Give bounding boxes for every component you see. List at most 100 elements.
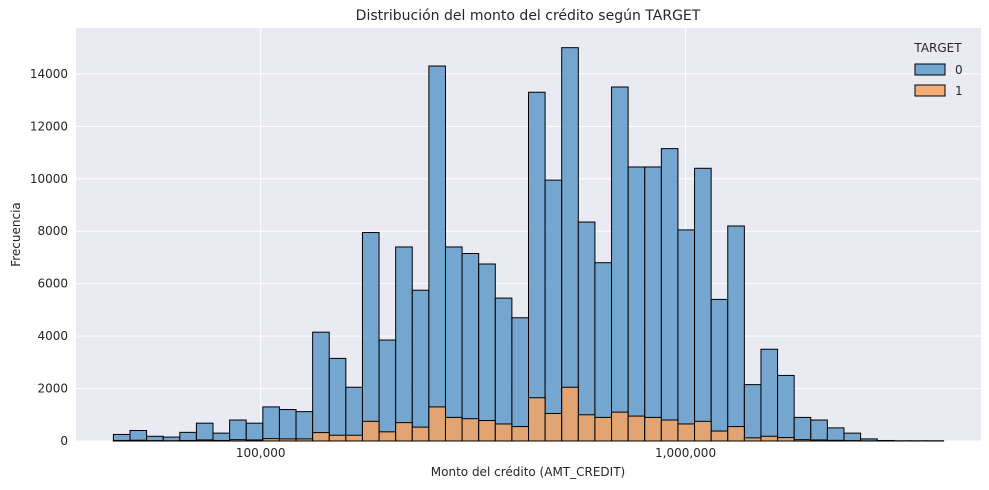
bar-target-1 — [378, 431, 397, 442]
bar-target-0 — [328, 357, 347, 442]
x-axis-ticks: 100,000 1,000,000 — [236, 446, 716, 460]
bar-target-1 — [245, 439, 264, 442]
bar-target-1 — [727, 426, 745, 442]
bar-target-0 — [760, 348, 779, 442]
bar-target-1 — [544, 412, 563, 442]
y-tick-label: 14000 — [30, 67, 68, 81]
bar-target-0 — [262, 406, 280, 442]
bar-target-0 — [212, 432, 231, 442]
bar-target-0 — [826, 427, 845, 442]
legend-swatch-0 — [914, 63, 946, 76]
bar-target-1 — [312, 432, 330, 442]
bar-target-0 — [195, 422, 214, 442]
bar-target-0 — [378, 339, 397, 442]
bar-target-0 — [528, 91, 546, 442]
bar-target-1 — [428, 406, 446, 442]
y-axis-ticks: 0 2000 4000 6000 8000 10000 12000 14000 — [30, 67, 68, 448]
bar-target-1 — [677, 423, 696, 442]
bar-target-1 — [195, 439, 214, 442]
chart-title: Distribución del monto del crédito según… — [356, 8, 701, 24]
bar-target-0 — [793, 416, 812, 442]
x-axis-title: Monto del crédito (AMT_CREDIT) — [431, 465, 625, 479]
bar-target-1 — [694, 420, 712, 442]
bar-target-1 — [660, 419, 679, 442]
bar-target-1 — [395, 422, 413, 442]
bar-target-0 — [478, 263, 496, 442]
bar-target-0 — [777, 374, 795, 442]
bar-target-0 — [312, 331, 330, 442]
bar-target-1 — [278, 438, 297, 442]
y-tick-label: 12000 — [30, 119, 68, 133]
y-tick-label: 8000 — [37, 224, 68, 238]
bar-target-1 — [212, 439, 231, 442]
bar-target-0 — [577, 221, 596, 442]
y-tick-label: 0 — [60, 434, 68, 448]
bar-target-1 — [611, 411, 629, 442]
bar-target-1 — [112, 439, 131, 442]
legend: TARGET 0 1 — [913, 41, 962, 98]
bar-target-0 — [295, 411, 314, 442]
bar-target-0 — [677, 229, 696, 442]
bar-target-1 — [411, 426, 430, 442]
y-tick-label: 10000 — [30, 172, 68, 186]
bar-target-1 — [345, 434, 363, 442]
legend-swatch-1 — [914, 84, 946, 97]
bar-target-0 — [544, 179, 563, 442]
bar-target-1 — [627, 415, 646, 442]
bar-target-1 — [229, 439, 247, 442]
bar-target-0 — [743, 384, 762, 442]
bar-target-1 — [328, 434, 347, 442]
bar-target-0 — [644, 166, 662, 442]
bar-target-1 — [777, 437, 795, 442]
bar-target-0 — [611, 86, 629, 442]
bar-target-1 — [361, 420, 380, 442]
bar-target-1 — [461, 418, 480, 442]
bar-target-1 — [478, 420, 496, 442]
y-tick-label: 6000 — [37, 277, 68, 291]
bar-target-1 — [511, 426, 529, 442]
bar-target-1 — [179, 439, 197, 442]
bar-target-0 — [694, 167, 712, 442]
y-axis-title: Frecuencia — [9, 202, 23, 267]
bar-target-1 — [594, 416, 613, 442]
bar-target-1 — [710, 430, 729, 442]
bar-target-0 — [179, 431, 197, 442]
bar-target-0 — [876, 439, 895, 442]
y-tick-label: 2000 — [37, 382, 68, 396]
bar-target-1 — [810, 439, 828, 442]
bar-target-1 — [577, 414, 596, 442]
bar-target-1 — [444, 416, 463, 442]
bar-target-0 — [494, 297, 513, 442]
bar-target-1 — [528, 397, 546, 442]
bar-target-1 — [129, 439, 148, 442]
bar-target-0 — [594, 262, 613, 442]
bar-target-0 — [411, 289, 430, 442]
legend-title: TARGET — [913, 41, 962, 55]
bar-target-1 — [262, 438, 280, 442]
bar-target-0 — [229, 419, 247, 442]
bar-target-1 — [561, 386, 579, 442]
bar-target-0 — [395, 246, 413, 442]
bar-target-0 — [428, 65, 446, 442]
legend-label-1: 1 — [955, 84, 963, 98]
bar-target-1 — [295, 438, 314, 442]
bar-target-0 — [660, 148, 679, 442]
y-tick-label: 4000 — [37, 329, 68, 343]
bar-target-0 — [278, 409, 297, 442]
bar-target-0 — [245, 422, 264, 442]
bar-target-0 — [361, 232, 380, 442]
bar-target-0 — [627, 166, 646, 442]
bar-target-0 — [710, 298, 729, 442]
bar-target-1 — [760, 435, 779, 442]
bar-target-1 — [743, 437, 762, 442]
bar-target-0 — [511, 317, 529, 442]
bar-target-0 — [345, 386, 363, 442]
bar-target-1 — [644, 416, 662, 442]
bar-target-0 — [843, 432, 862, 442]
bar-target-0 — [129, 430, 148, 442]
bar-target-1 — [494, 423, 513, 442]
bar-target-0 — [727, 225, 745, 442]
legend-label-0: 0 — [955, 63, 963, 77]
